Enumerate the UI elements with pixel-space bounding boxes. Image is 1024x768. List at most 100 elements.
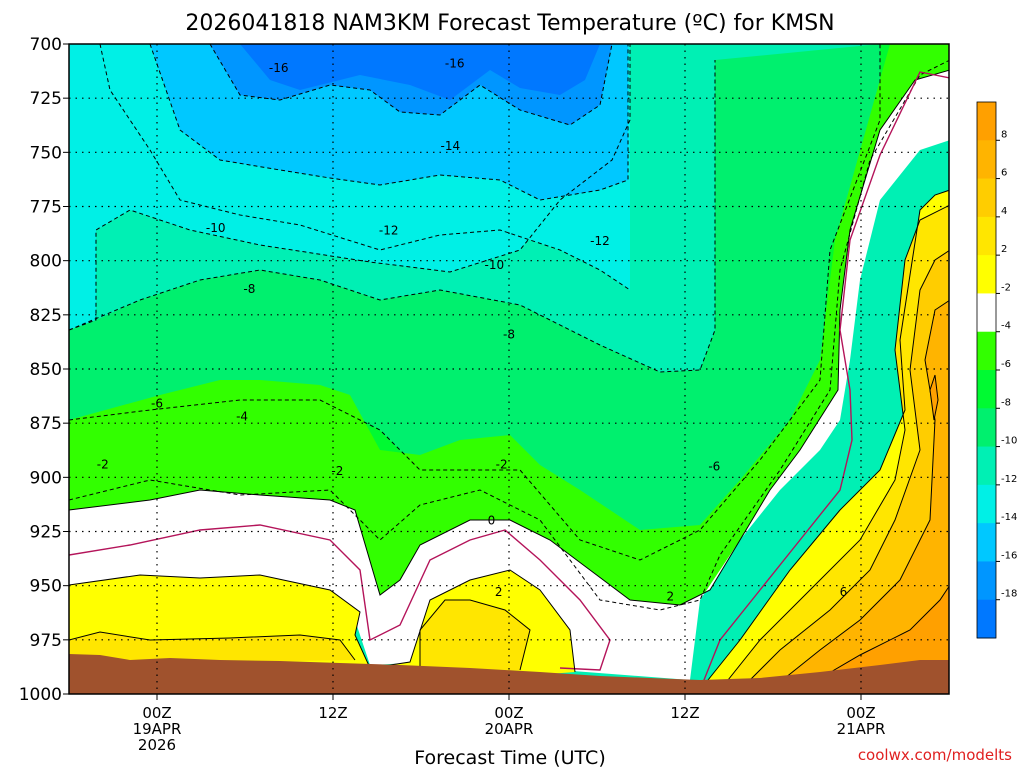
colorbar-swatch (977, 216, 996, 256)
colorbar-label: -18 (1001, 589, 1017, 600)
colorbar-label: -4 (1001, 321, 1011, 332)
x-tick-label: 12Z (670, 704, 699, 722)
contour-label: -14 (441, 139, 461, 153)
contour-line (209, 44, 613, 126)
contour-label: -6 (151, 397, 163, 411)
y-tick-label: 900 (30, 468, 62, 488)
contour-label: 6 (840, 585, 848, 599)
y-tick-label: 875 (30, 414, 62, 434)
contour-label-text: 2 (667, 590, 675, 604)
contour-line (799, 585, 949, 691)
y-tick-label: 975 (30, 631, 62, 651)
contour-line (719, 204, 949, 691)
colorbar-swatch (977, 331, 996, 371)
contour-label: -8 (243, 282, 255, 296)
y-tick-label: 850 (30, 360, 62, 380)
colorbar-label: -16 (1001, 550, 1017, 561)
contour-line (739, 250, 949, 691)
contour-label: 2 (495, 585, 503, 599)
fill-region (69, 70, 949, 680)
contour-label-text: -6 (151, 397, 163, 411)
y-tick-label: 700 (30, 35, 62, 55)
fill-region (770, 300, 949, 694)
y-tick-label: 800 (30, 252, 62, 272)
colorbar-swatch (977, 523, 996, 562)
fill-region (420, 600, 530, 672)
colorbar-swatch (977, 446, 996, 486)
y-tick-label: 750 (30, 143, 62, 163)
contour-line (769, 300, 949, 691)
colorbar-swatch (977, 561, 996, 601)
contour-label-text: -16 (269, 61, 289, 75)
x-tick-label: 2026 (138, 736, 176, 754)
colorbar-swatch (977, 178, 996, 218)
contour-label-text: -4 (236, 410, 248, 424)
x-tick-label: 00Z (846, 704, 875, 722)
colorbar-label: -10 (1001, 436, 1017, 447)
colorbar-label: 8 (1001, 129, 1007, 140)
y-tick-label: 725 (30, 89, 62, 109)
chart-title: 2026041818 NAM3KM Forecast Temperature (… (185, 11, 834, 36)
colorbar-swatch (977, 293, 996, 333)
colorbar-swatch (977, 370, 996, 409)
x-tick-label: 00Z (494, 704, 523, 722)
contour-label-text: -12 (590, 234, 610, 248)
colorbar-label: 2 (1001, 244, 1007, 255)
contour-label-text: -2 (331, 464, 343, 478)
fill-region (240, 44, 600, 100)
ground-terrain (69, 654, 949, 694)
colorbar-label: 6 (1001, 168, 1007, 179)
y-tick-label: 825 (30, 306, 62, 326)
zero-isotherm (69, 524, 611, 671)
contour-label: -6 (708, 460, 720, 474)
colorbar-swatch (977, 484, 996, 524)
x-tick-label: 19APR (133, 720, 182, 738)
colorbar-swatch (977, 102, 996, 141)
contour-line (419, 599, 531, 672)
contour-label: -12 (590, 234, 610, 248)
contour-label-text: -2 (97, 457, 109, 471)
contour-label: -2 (331, 464, 343, 478)
contour-label-text: 0 (488, 514, 496, 528)
contour-label-text: -2 (496, 457, 508, 471)
y-tick-label: 1000 (19, 685, 62, 705)
colorbar-label: -6 (1001, 359, 1011, 370)
contour-label: -10 (485, 258, 505, 272)
contour-line (929, 374, 939, 421)
colorbar-label: -12 (1001, 474, 1017, 485)
grid-lines (69, 44, 949, 694)
y-tick-label: 950 (30, 577, 62, 597)
fill-region (69, 44, 949, 605)
contour-label-text: 2 (495, 585, 503, 599)
contour-label: -16 (269, 61, 289, 75)
contour-label-text: -12 (379, 223, 399, 237)
zero-isotherm (699, 71, 949, 691)
colorbar-swatch (977, 408, 996, 448)
colorbar-label: -2 (1001, 282, 1011, 293)
contour-label: -4 (236, 410, 248, 424)
plot-area (69, 44, 949, 694)
contour-line (699, 189, 949, 691)
colorbar: 8 6 4 2 -2 -4 -6 -8 -10 -12 -14 -16 -18 (976, 101, 1017, 639)
contour-labels: -16 -16 -14 -12 -12 -10 -10 -8 -8 -6 -6 -4 -2 -2 -2 0 2 2… (97, 57, 848, 604)
x-tick-label: 12Z (318, 704, 347, 722)
y-tick-label: 925 (30, 523, 62, 543)
contour-label-text: 6 (840, 585, 848, 599)
x-tick-label: 20APR (485, 720, 534, 738)
contour-line (69, 631, 356, 661)
x-tick-label: 00Z (142, 704, 171, 722)
contour-line (149, 44, 629, 201)
contour-label-text: -14 (441, 139, 461, 153)
fill-region (69, 44, 880, 560)
credit-link[interactable]: coolwx.com/modelts (858, 746, 1012, 764)
colorbar-swatch (977, 140, 996, 180)
y-axis-ticks (63, 43, 69, 695)
contour-line (69, 69, 949, 606)
contour-line (99, 44, 631, 291)
colorbar-swatch (977, 255, 996, 294)
contour-label-text: -6 (708, 460, 720, 474)
contour-label: -2 (496, 457, 508, 471)
contour-label-text: -16 (445, 57, 465, 71)
contour-line (69, 59, 949, 611)
